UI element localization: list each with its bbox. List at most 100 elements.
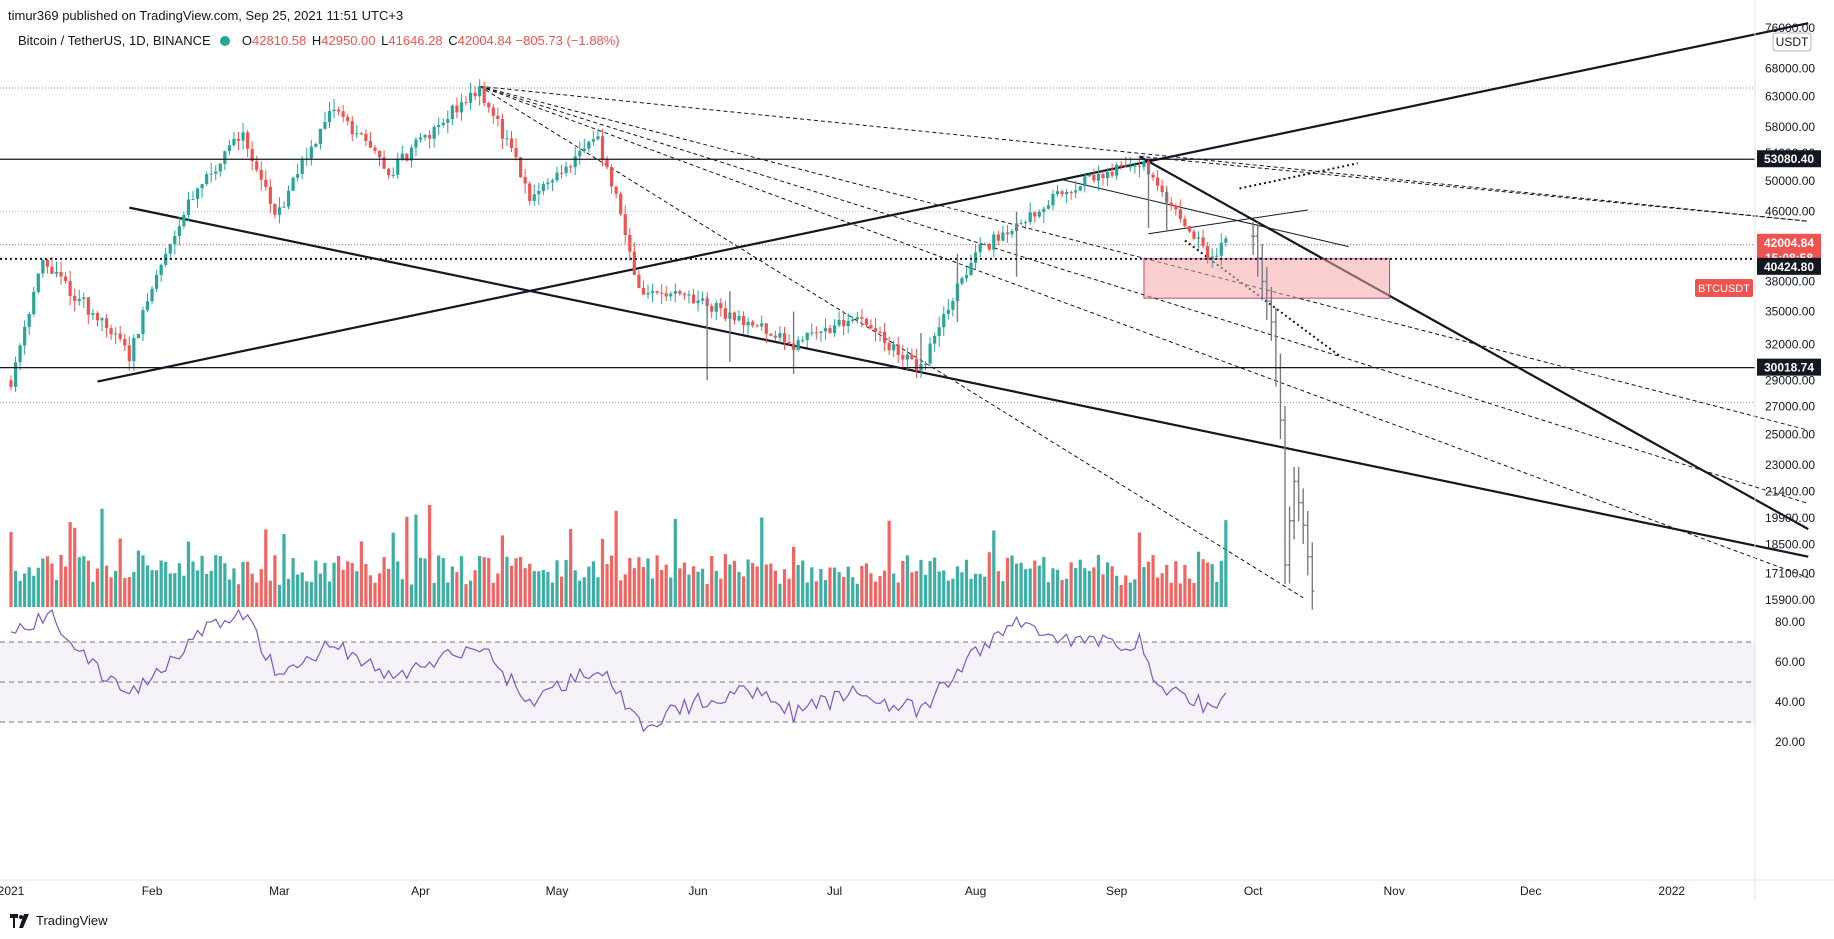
volume-bar [523, 568, 527, 607]
candle [1169, 197, 1173, 211]
time-tick-label: Apr [411, 884, 430, 898]
projection-bar [1292, 466, 1297, 540]
candle [496, 107, 500, 127]
volume-bar [974, 573, 978, 607]
candles [9, 79, 1228, 393]
symbol-title[interactable]: Bitcoin / TetherUS, 1D, BINANCE [18, 33, 211, 48]
volume-bar [1069, 562, 1073, 607]
volume-bar [1105, 562, 1110, 607]
fan-line[interactable] [479, 85, 1304, 599]
descending-channel-line[interactable] [129, 206, 1809, 558]
descending-resistance-line[interactable] [1138, 155, 1809, 531]
candle [1060, 189, 1064, 198]
candle [1183, 215, 1187, 228]
candle [1219, 233, 1223, 266]
candle [327, 102, 332, 129]
candle [446, 110, 450, 134]
volume-bar [600, 538, 605, 607]
projection-bars [706, 166, 1315, 610]
price-tick-label: 68000.00 [1765, 62, 1815, 76]
volume-bar [104, 565, 109, 607]
wedge-line[interactable] [1148, 209, 1308, 235]
candle [36, 273, 40, 295]
fan-line[interactable] [479, 85, 1809, 431]
candle [246, 130, 250, 158]
candle [205, 171, 209, 186]
candle [459, 93, 464, 121]
volume-bar [1019, 562, 1023, 607]
currency-badge[interactable]: USDT [1772, 32, 1812, 52]
volume-bar [496, 573, 500, 607]
candle [532, 184, 536, 206]
price-axis[interactable]: 76000.0068000.0063000.0058000.0054000.00… [1765, 21, 1815, 607]
volume-bar [964, 559, 969, 607]
rsi-line [10, 608, 1227, 733]
fan-line[interactable] [479, 85, 1809, 579]
volume-bar [728, 564, 732, 607]
volume-bar [832, 567, 837, 607]
candle [1224, 235, 1228, 247]
wedge-line[interactable] [1061, 179, 1349, 248]
volume-bar [509, 565, 514, 607]
candle [482, 81, 486, 107]
candle [91, 308, 95, 320]
candle [114, 327, 118, 345]
price-tick-label: 46000.00 [1765, 205, 1815, 219]
volume-bar [723, 554, 727, 607]
time-axis[interactable]: 2021 Feb Mar Apr May Jun Jul Aug Sep Oct Nov Dec 202… [0, 884, 1685, 898]
projection-bar [1269, 286, 1274, 341]
candle [132, 334, 136, 371]
volume-bar [901, 560, 905, 607]
close-label: C [448, 33, 458, 48]
dotted-trend-line[interactable] [1239, 162, 1359, 190]
candle [100, 317, 104, 332]
volume-bar [555, 560, 559, 607]
volume-bar [996, 571, 1000, 607]
projection-bar [1251, 221, 1256, 255]
grid-lines [0, 87, 1755, 403]
volume-bar [459, 556, 464, 607]
time-tick-label: Feb [142, 884, 163, 898]
volume-bar [1037, 565, 1041, 607]
tradingview-footer[interactable]: TradingView [10, 913, 108, 928]
volume-bar [277, 584, 282, 607]
volume-bar [760, 517, 764, 607]
volume-bar [1083, 568, 1087, 607]
horizontal-levels[interactable] [0, 158, 1755, 369]
candle [714, 299, 718, 321]
candle [559, 164, 564, 179]
volume-bar [409, 584, 413, 607]
projection-bar [1273, 307, 1278, 387]
candle [346, 113, 350, 126]
volume-bar [678, 568, 682, 607]
volume-bar [86, 560, 90, 607]
volume-bar [327, 581, 332, 607]
candle [118, 325, 122, 343]
volume-bar [591, 561, 595, 607]
candle [1142, 155, 1146, 171]
volume-bar [1137, 532, 1141, 607]
candle [468, 82, 473, 110]
volume-bar [605, 564, 609, 607]
candle [760, 315, 764, 331]
candle [377, 150, 382, 167]
rsi-axis[interactable]: 80.00 60.00 40.00 20.00 [1775, 615, 1805, 749]
rsi-pane[interactable] [0, 608, 1755, 733]
fan-line[interactable] [479, 85, 1809, 222]
volume-bar [159, 560, 163, 607]
volume-bar [350, 563, 354, 607]
volume-bar [241, 561, 245, 607]
candle [778, 325, 782, 344]
projection-bar [1255, 221, 1260, 277]
candle [1137, 156, 1141, 178]
price-tick-label: 35000.00 [1765, 305, 1815, 319]
candle [255, 155, 259, 172]
volume-bar [1219, 560, 1223, 607]
ascending-channel-line[interactable] [97, 22, 1809, 383]
candle [150, 286, 154, 305]
price-tick-label: 32000.00 [1765, 337, 1815, 351]
candle [564, 161, 568, 177]
volume-bar [846, 566, 850, 607]
volume-bar [218, 556, 222, 607]
